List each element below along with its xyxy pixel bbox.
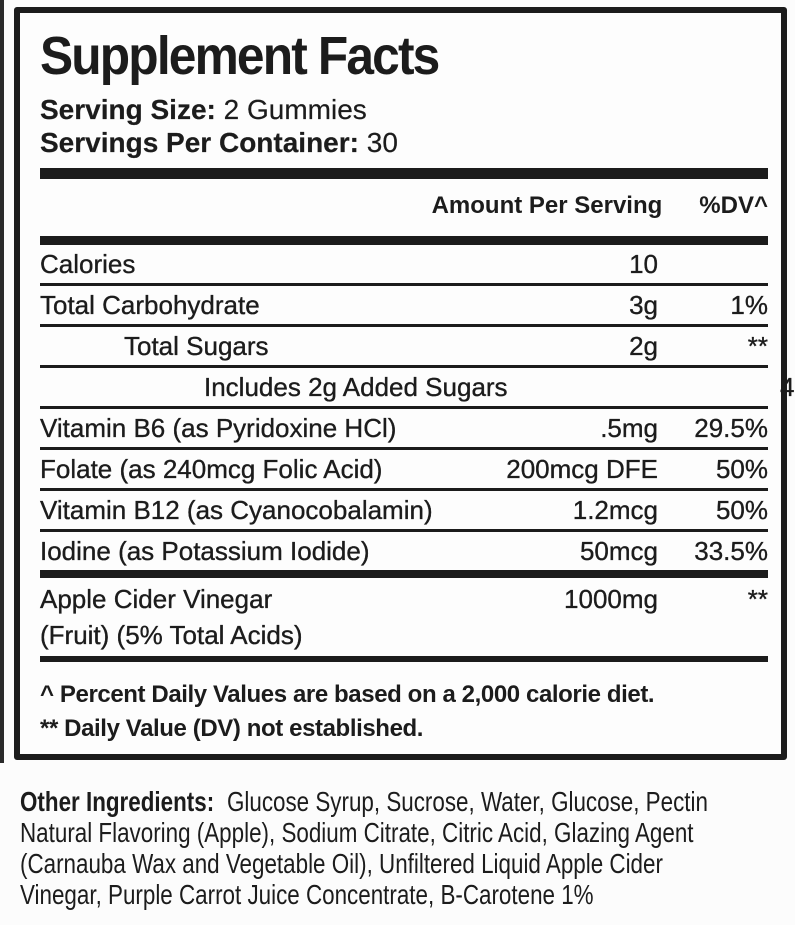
- nutrient-amount: 50mcg: [579, 535, 658, 566]
- amount-column-header: Amount Per Serving: [431, 192, 663, 219]
- nutrient-amount: 1000mg: [564, 584, 658, 614]
- other-ingredients-line: (Carnauba Wax and Vegetable Oil), Unfilt…: [20, 848, 663, 879]
- nutrient-amount: 200mcg DFE: [506, 453, 658, 484]
- nutrient-dv: 33.5%: [694, 535, 768, 566]
- table-row-total-carbohydrate: Total Carbohydrate 3g 1%: [40, 286, 768, 327]
- footnotes: ^ Percent Daily Values are based on a 2,…: [40, 662, 768, 746]
- nutrient-amount: 1.2mcg: [572, 494, 659, 525]
- nutrient-name: Vitamin B12 (as Cyanocobalamin): [40, 494, 433, 525]
- other-ingredients-line: Vinegar, Purple Carrot Juice Concentrate…: [20, 879, 594, 910]
- table-row-added-sugars: Includes 2g Added Sugars 4%: [40, 368, 795, 409]
- other-ingredients-section: Other Ingredients: Glucose Syrup, Sucrose…: [20, 786, 788, 910]
- nutrient-name: Folate (as 240mcg Folic Acid): [40, 453, 383, 484]
- other-ingredients-label: Other Ingredients:: [20, 786, 215, 817]
- nutrient-dv: 1%: [730, 289, 768, 320]
- serving-size-label: Serving Size:: [40, 94, 216, 125]
- nutrient-name: Total Sugars: [124, 330, 269, 361]
- servings-per-container-label: Servings Per Container:: [40, 127, 359, 158]
- table-row-calories: Calories 10: [40, 245, 768, 286]
- nutrient-dv: 50%: [715, 453, 768, 484]
- table-row-total-sugars: Total Sugars 2g **: [40, 327, 768, 368]
- table-row-vitamin-b6: Vitamin B6 (as Pyridoxine HCl) .5mg 29.5…: [40, 409, 768, 450]
- nutrient-dv: 29.5%: [694, 412, 768, 443]
- nutrient-name-line1: Apple Cider Vinegar: [40, 584, 273, 614]
- nutrient-amount: 2g: [629, 330, 658, 361]
- panel-content: Supplement Facts Serving Size: 2 Gummies…: [40, 26, 795, 746]
- serving-size-line: Serving Size: 2 Gummies: [40, 93, 768, 126]
- table-row-folate: Folate (as 240mcg Folic Acid) 200mcg DFE…: [40, 450, 768, 491]
- servings-per-container-line: Servings Per Container: 30: [40, 126, 768, 159]
- nutrient-name: Includes 2g Added Sugars: [204, 371, 508, 402]
- table-header-row: Amount Per Serving %DV^: [40, 179, 768, 228]
- thick-divider-header: [40, 236, 768, 245]
- divider-footnotes: [40, 656, 768, 662]
- footnote-daily-values: ^ Percent Daily Values are based on a 2,…: [40, 681, 655, 708]
- nutrient-amount: .5mg: [600, 412, 658, 443]
- nutrient-name-line2: (Fruit) (5% Total Acids): [40, 620, 303, 650]
- nutrient-dv: 4%: [779, 371, 795, 402]
- nutrient-amount: 3g: [629, 289, 658, 320]
- nutrient-dv: **: [747, 330, 769, 361]
- table-row-apple-cider-vinegar: Apple Cider Vinegar (Fruit) (5% Total Ac…: [40, 578, 768, 656]
- thick-divider-top: [40, 168, 768, 179]
- serving-size-value: 2 Gummies: [223, 94, 367, 125]
- other-ingredients-text: Glucose Syrup, Sucrose, Water, Glucose, …: [226, 786, 708, 817]
- footnote-dv-not-established: ** Daily Value (DV) not established.: [40, 715, 424, 742]
- nutrient-dv: 50%: [715, 494, 768, 525]
- supplement-facts-panel: Supplement Facts Serving Size: 2 Gummies…: [14, 7, 795, 760]
- panel-title: Supplement Facts: [40, 26, 440, 86]
- nutrient-name: Apple Cider Vinegar (Fruit) (5% Total Ac…: [40, 581, 458, 653]
- serving-info: Serving Size: 2 Gummies Servings Per Con…: [40, 93, 768, 159]
- servings-per-container-value: 30: [366, 127, 398, 158]
- nutrient-name: Vitamin B6 (as Pyridoxine HCl): [40, 412, 397, 443]
- photo-edge-artifact: [0, 0, 4, 763]
- other-ingredients-line: Other Ingredients: Glucose Syrup, Sucrose…: [20, 786, 788, 817]
- nutrient-amount: 10: [629, 248, 658, 279]
- dv-column-header: %DV^: [699, 192, 768, 219]
- table-row-iodine: Iodine (as Potassium Iodide) 50mcg 33.5%: [40, 532, 768, 578]
- nutrient-dv: **: [747, 584, 769, 614]
- table-row-vitamin-b12: Vitamin B12 (as Cyanocobalamin) 1.2mcg 5…: [40, 491, 768, 532]
- nutrient-name: Calories: [40, 248, 136, 279]
- nutrient-name: Iodine (as Potassium Iodide): [40, 535, 370, 566]
- other-ingredients-line: Natural Flavoring (Apple), Sodium Citrat…: [20, 817, 694, 848]
- nutrient-name: Total Carbohydrate: [40, 289, 260, 320]
